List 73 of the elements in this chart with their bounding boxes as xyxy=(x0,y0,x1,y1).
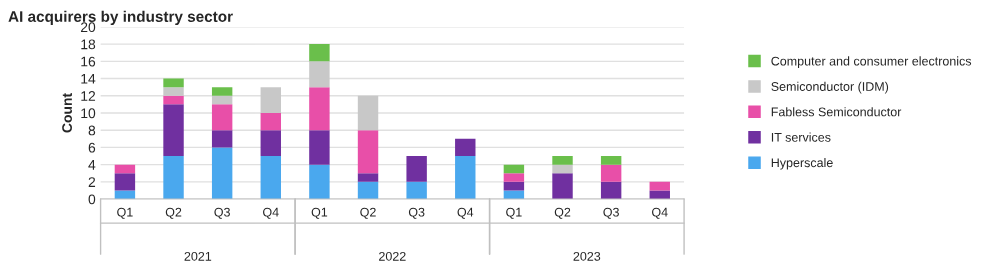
bar xyxy=(357,181,379,200)
legend-label: Semiconductor (IDM) xyxy=(771,81,889,94)
bar xyxy=(211,87,233,96)
legend-label: IT services xyxy=(771,132,831,142)
y-tick-label: 16 xyxy=(81,56,96,67)
bar xyxy=(260,112,281,131)
x-tick-label: Q2 xyxy=(360,207,376,219)
bar xyxy=(503,164,525,174)
text: 2023 xyxy=(573,251,601,261)
x-tick-label: Q3 xyxy=(408,207,425,219)
bar xyxy=(211,104,233,131)
bar xyxy=(309,44,330,62)
bar xyxy=(552,164,573,174)
y-tick-label: 8 xyxy=(88,125,96,136)
x-tick-label: Q1 xyxy=(117,207,133,219)
bar xyxy=(211,95,233,105)
y-tick-label: 2 xyxy=(88,177,96,187)
bar xyxy=(163,156,184,200)
bar xyxy=(211,147,233,200)
bar xyxy=(600,156,622,165)
bar xyxy=(600,181,622,200)
bar xyxy=(455,156,476,200)
bar xyxy=(600,164,622,182)
bar xyxy=(163,95,184,105)
bar xyxy=(503,173,525,182)
bar xyxy=(309,87,330,131)
x-tick-label: Q3 xyxy=(214,207,230,219)
y-tick-label: 4 xyxy=(88,160,96,170)
bar xyxy=(309,164,330,200)
y-tick-label: 10 xyxy=(81,108,96,119)
x-tick-label: Q2 xyxy=(554,207,571,219)
bar xyxy=(114,164,136,174)
x-tick-label: Q3 xyxy=(603,207,619,219)
bar xyxy=(114,190,136,200)
legend-label: Hyperscale xyxy=(771,157,833,170)
x-tick-label: Q1 xyxy=(506,207,522,219)
bar xyxy=(114,173,136,191)
y-tick-label: 14 xyxy=(81,74,96,84)
bar xyxy=(357,95,379,131)
bar xyxy=(163,87,184,96)
text: 2022 xyxy=(379,251,406,261)
bar xyxy=(309,130,330,165)
x-tick-label: Q4 xyxy=(457,207,474,219)
bar xyxy=(260,87,281,113)
y-tick-label: 18 xyxy=(81,39,96,50)
bar xyxy=(406,156,427,182)
y-axis-title: Count xyxy=(62,93,72,133)
x-tick-label: Q2 xyxy=(165,207,182,219)
x-tick-label: Q1 xyxy=(311,207,328,219)
y-tick-label: 12 xyxy=(81,91,96,101)
y-tick-label: 6 xyxy=(88,142,96,153)
bar xyxy=(260,156,281,200)
bar xyxy=(163,104,184,157)
bar xyxy=(357,173,379,182)
legend-label: Computer and consumer electronics xyxy=(771,56,972,68)
bar xyxy=(260,130,281,157)
bar xyxy=(357,130,379,174)
bar xyxy=(503,181,525,191)
legend-label: Fabless Semiconductor xyxy=(771,107,902,117)
text: 2021 xyxy=(184,251,212,261)
bar xyxy=(211,130,233,148)
x-tick-label: Q4 xyxy=(263,207,279,219)
bar xyxy=(552,156,573,165)
bar xyxy=(649,190,670,200)
bar xyxy=(503,190,525,200)
y-tick-label: 0 xyxy=(88,194,96,205)
bar xyxy=(649,181,670,191)
bar xyxy=(455,138,476,157)
bar xyxy=(406,181,427,200)
bar xyxy=(552,173,573,200)
x-tick-label: Q4 xyxy=(652,207,668,219)
bar xyxy=(309,61,330,88)
bar xyxy=(163,78,184,88)
